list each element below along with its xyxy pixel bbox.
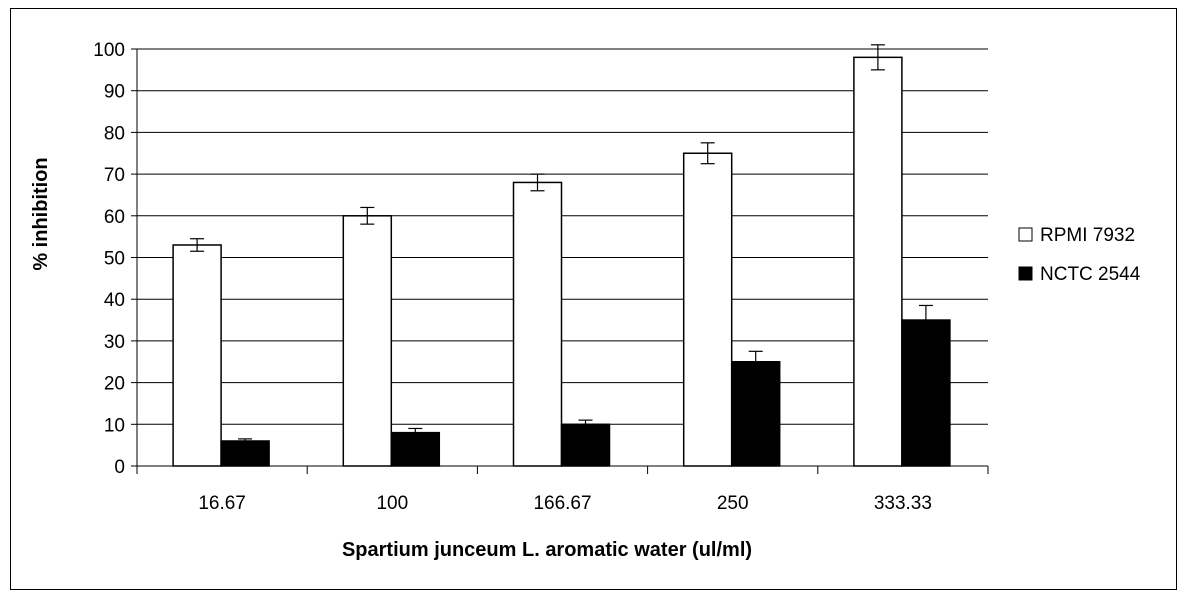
error-bar xyxy=(918,304,933,336)
bar-nctc-2544 xyxy=(390,431,441,467)
bar-rpmi-7932 xyxy=(512,181,563,467)
bar-rpmi-7932 xyxy=(172,244,222,467)
bar-nctc-2544 xyxy=(901,319,951,467)
y-tick-label: 0 xyxy=(114,457,125,478)
bar-rpmi-7932 xyxy=(682,152,733,467)
error-bar xyxy=(190,238,205,252)
x-tick-label: 16.67 xyxy=(198,493,246,514)
legend: RPMI 7932 NCTC 2544 xyxy=(1018,225,1141,285)
legend-swatch xyxy=(1018,266,1033,281)
error-bar xyxy=(408,427,423,438)
y-tick-label: 20 xyxy=(104,374,125,395)
x-axis-title: Spartium junceum L. aromatic water (ul/m… xyxy=(342,539,752,561)
bar-rpmi-7932 xyxy=(853,56,903,467)
bar-nctc-2544 xyxy=(730,361,781,467)
x-tick-label: 100 xyxy=(376,493,408,514)
y-tick-label: 50 xyxy=(104,249,125,270)
error-bar xyxy=(530,173,545,192)
y-tick-label: 30 xyxy=(104,332,125,353)
bars xyxy=(172,56,951,467)
bar-nctc-2544 xyxy=(560,423,611,467)
y-tick-labels: 0 10 20 30 40 50 60 70 80 90 100 xyxy=(93,40,125,478)
y-tick-label: 60 xyxy=(104,207,125,228)
legend-item: RPMI 7932 xyxy=(1018,225,1135,246)
error-bar xyxy=(748,350,763,373)
error-bar xyxy=(360,206,375,225)
y-axis-title: % inhibition xyxy=(30,157,52,270)
y-tick-label: 10 xyxy=(104,415,125,436)
y-tick-label: 70 xyxy=(104,165,125,186)
x-tick-label: 166.67 xyxy=(533,493,591,514)
bar-nctc-2544 xyxy=(220,440,270,467)
error-bar xyxy=(700,142,715,165)
error-bars xyxy=(190,44,933,444)
error-bar xyxy=(238,438,253,444)
x-tick-labels: 16.67 100 166.67 250 333.33 xyxy=(198,493,932,514)
legend-label: RPMI 7932 xyxy=(1040,225,1135,246)
error-bar xyxy=(870,44,885,71)
legend-label: NCTC 2544 xyxy=(1040,264,1141,285)
gridlines xyxy=(137,48,988,425)
y-tick-label: 100 xyxy=(93,40,125,61)
legend-item: NCTC 2544 xyxy=(1018,264,1141,285)
error-bar xyxy=(578,419,593,430)
bar-rpmi-7932 xyxy=(342,215,393,467)
y-tick-label: 40 xyxy=(104,290,125,311)
x-tick-label: 333.33 xyxy=(874,493,932,514)
y-tick-label: 90 xyxy=(104,82,125,103)
legend-swatch xyxy=(1018,227,1033,242)
y-tick-label: 80 xyxy=(104,123,125,144)
x-tick-label: 250 xyxy=(717,493,749,514)
